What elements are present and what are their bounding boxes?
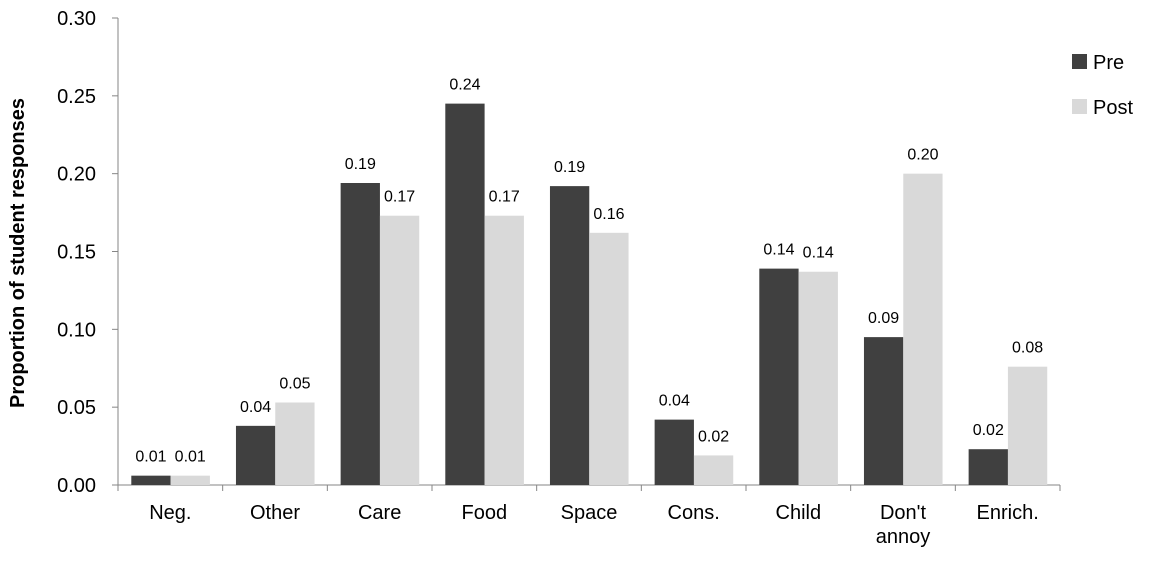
y-axis: 0.00 0.05 0.10 0.15 0.20 0.25 0.30 — [57, 8, 119, 497]
data-label: 0.17 — [489, 189, 520, 206]
data-label: 0.02 — [698, 428, 729, 445]
x-axis: Neg. Other Care Food Space Cons. Child Don't ann… — [117, 484, 1061, 548]
data-label: 0.19 — [554, 159, 585, 176]
bar-pre — [445, 103, 485, 485]
y-tick-label: 0.15 — [57, 242, 96, 264]
x-tick-label: Neg. — [149, 502, 191, 524]
bar-post — [275, 402, 315, 485]
bar-post — [484, 215, 524, 486]
data-label: 0.17 — [384, 189, 415, 206]
bar-pre — [549, 186, 590, 485]
x-tick-label: Other — [250, 502, 300, 524]
x-tick-label: Don't annoy — [876, 502, 931, 548]
data-label: 0.04 — [659, 393, 690, 410]
data-label: 0.05 — [279, 375, 310, 392]
legend-swatch-post — [1072, 99, 1087, 114]
data-label: 0.24 — [449, 77, 480, 94]
data-label: 0.19 — [345, 156, 376, 173]
bar-post — [1007, 366, 1048, 485]
x-tick-label: Care — [358, 502, 401, 524]
data-label: 0.01 — [175, 449, 206, 466]
bar-pre — [235, 425, 276, 485]
bar-post — [170, 475, 210, 485]
x-tick-label: Cons. — [668, 502, 720, 524]
y-tick-label: 0.20 — [57, 164, 96, 186]
data-label: 0.14 — [803, 245, 834, 262]
data-label: 0.09 — [868, 310, 899, 327]
data-label: 0.02 — [973, 422, 1004, 439]
data-label: 0.16 — [593, 206, 624, 223]
x-tick-label: Child — [776, 502, 822, 524]
data-labels: 0.01 0.04 0.19 0.24 0.19 0.04 0.14 0.09 0.02 0.01… — [135, 77, 1043, 466]
bar-post — [589, 232, 629, 485]
y-tick-label: 0.25 — [57, 86, 96, 108]
data-label: 0.20 — [907, 147, 938, 164]
y-tick-label: 0.05 — [57, 397, 96, 419]
data-label: 0.08 — [1012, 340, 1043, 357]
bar-post — [379, 215, 420, 486]
bar-pre — [968, 449, 1008, 485]
y-axis-title: Proportion of student responses — [7, 98, 29, 408]
bar-pre — [340, 183, 380, 486]
bar-pre — [759, 268, 799, 485]
y-tick-label: 0.00 — [57, 475, 96, 497]
y-tick-label: 0.10 — [57, 319, 96, 341]
y-tick-label: 0.30 — [57, 8, 96, 30]
bar-pre — [654, 419, 694, 485]
legend: Pre Post — [1072, 52, 1133, 119]
data-label: 0.04 — [240, 399, 271, 416]
bar-pre — [863, 337, 904, 485]
x-tick-label: Space — [561, 502, 618, 524]
bars — [131, 103, 1048, 486]
x-tick-label: Food — [462, 502, 508, 524]
x-tick-label: Enrich. — [977, 502, 1039, 524]
legend-swatch-pre — [1072, 54, 1087, 69]
legend-label-post: Post — [1093, 97, 1133, 119]
data-label: 0.01 — [135, 449, 166, 466]
legend-label-pre: Pre — [1093, 52, 1124, 74]
data-label: 0.14 — [763, 242, 794, 259]
bar-pre — [131, 475, 171, 485]
bar-post — [798, 271, 838, 485]
bar-post — [903, 173, 943, 485]
bar-post — [693, 455, 734, 485]
